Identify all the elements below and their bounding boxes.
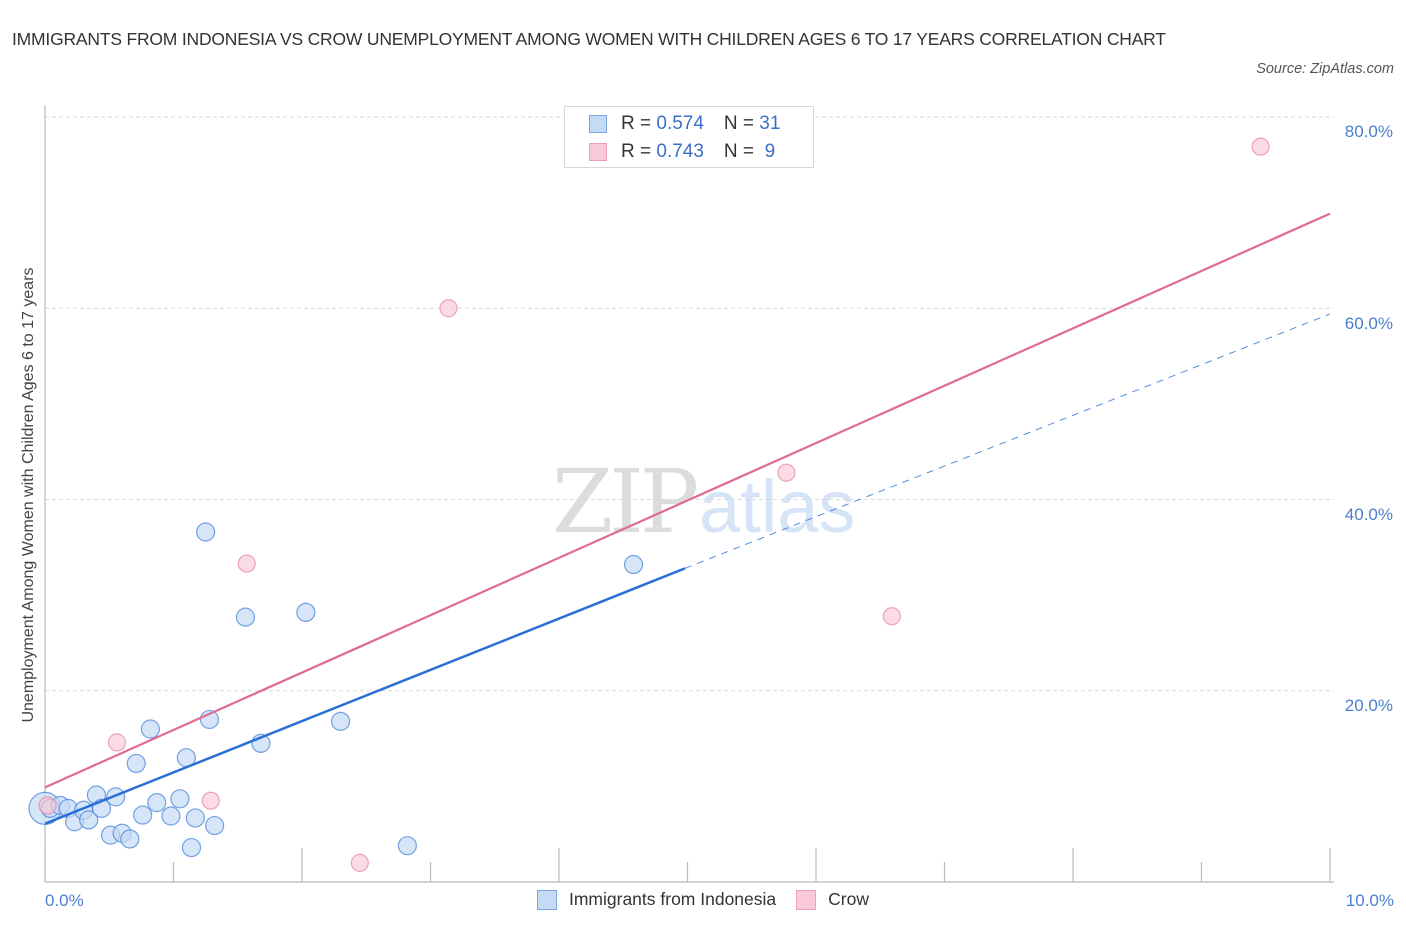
legend-r-value: 0.743 (656, 141, 704, 162)
data-point-crow (439, 299, 458, 318)
y-tick-label-20: 20.0% (1344, 696, 1393, 715)
y-tick-label-60: 60.0% (1344, 314, 1393, 333)
x-tick-label-min: 0.0% (45, 891, 84, 910)
trendline-indonesia (44, 567, 686, 825)
data-point-crow (38, 796, 57, 815)
data-point-indonesia (120, 829, 140, 849)
data-point-indonesia (205, 815, 225, 836)
legend-row-indonesia: R = 0.574 N = 31 (589, 112, 780, 136)
data-point-indonesia (185, 808, 205, 828)
legend-row-crow: R = 0.743 N = 9 (589, 140, 775, 164)
data-point-indonesia (397, 836, 417, 856)
legend-item-crow[interactable]: Crow (796, 889, 869, 910)
legend-swatch-pink (589, 143, 607, 161)
legend-r-label: R = (621, 113, 657, 134)
data-point-indonesia (140, 719, 160, 739)
x-tick-label-max: 10.0% (1345, 891, 1394, 910)
legend-n-label: N = (723, 141, 760, 162)
data-point-indonesia (181, 837, 202, 858)
legend-n-value: 9 (759, 141, 776, 162)
data-point-indonesia (147, 793, 167, 813)
stats-legend: R = 0.574 N = 31 R = 0.743 N = 9 (564, 106, 814, 168)
legend-label-indonesia: Immigrants from Indonesia (568, 889, 777, 909)
watermark-atlas: atlas (699, 465, 856, 548)
data-point-crow (350, 853, 369, 872)
data-point-indonesia (133, 805, 153, 825)
watermark-zip: ZIP (552, 450, 699, 553)
chart-title: IMMIGRANTS FROM INDONESIA VS CROW UNEMPL… (12, 29, 1166, 49)
legend-item-indonesia[interactable]: Immigrants from Indonesia (536, 889, 777, 910)
legend-swatch-blue (536, 889, 557, 910)
data-point-crow (107, 733, 127, 752)
data-point-crow (777, 463, 796, 482)
data-point-indonesia (235, 607, 256, 627)
legend-r-label: R = (621, 141, 657, 162)
data-point-indonesia (296, 602, 316, 622)
data-point-indonesia (196, 522, 216, 542)
trendline-crow (44, 212, 1331, 789)
legend-n-label: N = (723, 113, 760, 134)
legend-swatch-blue (589, 115, 607, 133)
source-label: Source: ZipAtlas.com (1256, 61, 1394, 77)
data-point-indonesia (170, 789, 190, 809)
data-point-crow (1251, 137, 1270, 156)
y-tick-label-80: 80.0% (1344, 122, 1393, 141)
watermark: ZIPatlas (552, 450, 855, 553)
data-point-crow (882, 607, 901, 626)
y-tick-label-40: 40.0% (1344, 505, 1393, 524)
data-point-indonesia (79, 810, 99, 830)
legend-r-value: 0.574 (656, 113, 704, 134)
legend-label-crow: Crow (828, 889, 869, 909)
data-point-crow (201, 791, 220, 810)
series-legend: Immigrants from Indonesia Crow (0, 889, 1406, 910)
data-point-indonesia (623, 554, 644, 575)
data-point-indonesia (126, 753, 146, 774)
data-point-indonesia (161, 806, 181, 826)
legend-swatch-pink (796, 889, 817, 910)
data-point-crow (237, 554, 256, 573)
trendline-indonesia-extrapolated (684, 313, 1331, 569)
data-point-indonesia (330, 711, 351, 731)
legend-n-value: 31 (759, 113, 781, 134)
